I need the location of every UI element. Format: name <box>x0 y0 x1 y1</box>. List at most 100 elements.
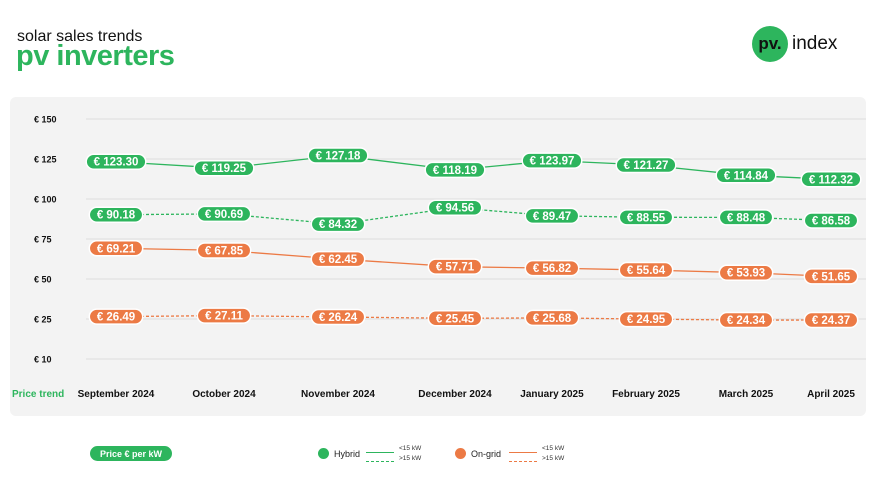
ongrid-gt15-legend-label: >15 kW <box>542 455 565 462</box>
data-point <box>88 206 144 223</box>
data-point <box>88 240 144 257</box>
data-label: € 24.34 <box>727 315 766 327</box>
y-tick-label: € 10 <box>34 355 52 365</box>
data-point <box>196 307 252 324</box>
data-point <box>524 259 580 277</box>
ongrid-legend-dot <box>455 448 466 459</box>
data-label: € 56.82 <box>533 263 571 275</box>
data-label: € 127.18 <box>316 151 361 163</box>
y-tick-label: € 50 <box>34 275 52 285</box>
data-label: € 84.32 <box>319 219 357 231</box>
data-label: € 62.45 <box>319 254 358 266</box>
ongrid-lt15-legend-label: <15 kW <box>542 445 565 452</box>
data-label: € 24.95 <box>627 314 666 326</box>
hybrid-lt15-legend-line <box>366 452 394 453</box>
data-label: € 26.24 <box>319 312 358 324</box>
x-tick-label: November 2024 <box>301 389 375 400</box>
hybrid-lt15-legend-label: <15 kW <box>399 445 422 452</box>
data-label: € 123.30 <box>94 157 139 169</box>
data-point <box>88 308 144 325</box>
data-label: € 86.58 <box>812 215 851 227</box>
x-tick-label: December 2024 <box>418 389 492 400</box>
data-label: € 112.32 <box>809 174 853 186</box>
data-label: € 69.21 <box>97 243 136 255</box>
data-point <box>800 171 862 188</box>
data-point <box>524 309 580 327</box>
y-tick-label: € 125 <box>34 155 57 165</box>
data-label: € 90.69 <box>205 209 243 221</box>
data-label: € 123.97 <box>530 156 575 168</box>
data-label: € 90.18 <box>97 210 136 222</box>
ongrid-gt15-legend-line <box>509 461 537 462</box>
data-point <box>310 308 366 326</box>
data-point <box>427 258 483 275</box>
data-label: € 118.19 <box>433 165 477 177</box>
price-per-kw-pill: Price € per kW <box>90 446 172 461</box>
data-label: € 67.85 <box>205 245 244 257</box>
logo-text: index <box>792 33 838 54</box>
data-point <box>196 242 252 259</box>
data-label: € 119.25 <box>202 163 247 175</box>
x-row-label: Price trend <box>12 389 64 400</box>
x-tick-label: February 2025 <box>612 389 680 400</box>
data-point <box>85 153 147 170</box>
data-label: € 94.56 <box>436 203 474 215</box>
data-point <box>307 147 369 164</box>
pv-index-logo: pv. index <box>752 26 837 62</box>
data-point <box>718 209 774 226</box>
x-tick-label: April 2025 <box>807 389 855 400</box>
data-label: € 121.27 <box>624 160 669 172</box>
data-label: € 25.45 <box>436 313 475 325</box>
data-point <box>618 209 674 226</box>
data-point <box>803 268 859 285</box>
chart-panel <box>10 97 866 416</box>
data-point <box>427 310 483 327</box>
data-point <box>424 161 486 179</box>
hybrid-legend-label: Hybrid <box>334 449 361 459</box>
data-label: € 57.71 <box>436 262 475 274</box>
data-point <box>718 311 774 329</box>
data-point <box>310 250 366 268</box>
x-tick-label: January 2025 <box>520 389 584 400</box>
x-tick-label: September 2024 <box>78 389 155 400</box>
hybrid-gt15-legend-line <box>366 461 394 462</box>
data-point <box>524 207 580 225</box>
data-label: € 27.11 <box>205 311 243 323</box>
data-point <box>196 205 252 223</box>
data-label: € 26.49 <box>97 312 135 324</box>
data-label: € 51.65 <box>812 271 851 283</box>
y-tick-label: € 100 <box>34 195 57 205</box>
data-label: € 24.37 <box>812 315 850 327</box>
data-point <box>615 156 677 174</box>
chart-title: pv inverters <box>16 40 175 72</box>
y-tick-label: € 75 <box>34 235 52 245</box>
x-tick-label: March 2025 <box>719 389 774 400</box>
ongrid-lt15-legend-line <box>509 452 537 453</box>
data-label: € 89.47 <box>533 211 571 223</box>
ongrid-legend-label: On-grid <box>471 449 502 459</box>
data-label: € 88.55 <box>627 212 666 224</box>
hybrid-legend-dot <box>318 448 329 459</box>
data-label: € 88.48 <box>727 212 766 224</box>
data-point <box>427 199 483 216</box>
data-point <box>193 159 255 177</box>
y-tick-label: € 150 <box>34 115 57 125</box>
data-point <box>718 264 774 281</box>
data-point <box>310 215 366 233</box>
y-tick-label: € 25 <box>34 315 52 325</box>
data-label: € 55.64 <box>627 265 666 277</box>
data-point <box>521 152 583 169</box>
data-point <box>803 311 859 329</box>
data-point <box>618 310 674 328</box>
hybrid-gt15-legend-label: >15 kW <box>399 455 422 462</box>
chart-subtitle: solar sales trends <box>17 28 143 45</box>
data-label: € 114.84 <box>724 170 769 182</box>
x-tick-label: October 2024 <box>192 389 256 400</box>
data-label: € 25.68 <box>533 313 572 325</box>
logo-mark: pv. <box>752 26 788 62</box>
data-label: € 53.93 <box>727 268 765 280</box>
data-point <box>803 212 859 229</box>
data-point <box>618 261 674 279</box>
data-point <box>715 167 777 184</box>
